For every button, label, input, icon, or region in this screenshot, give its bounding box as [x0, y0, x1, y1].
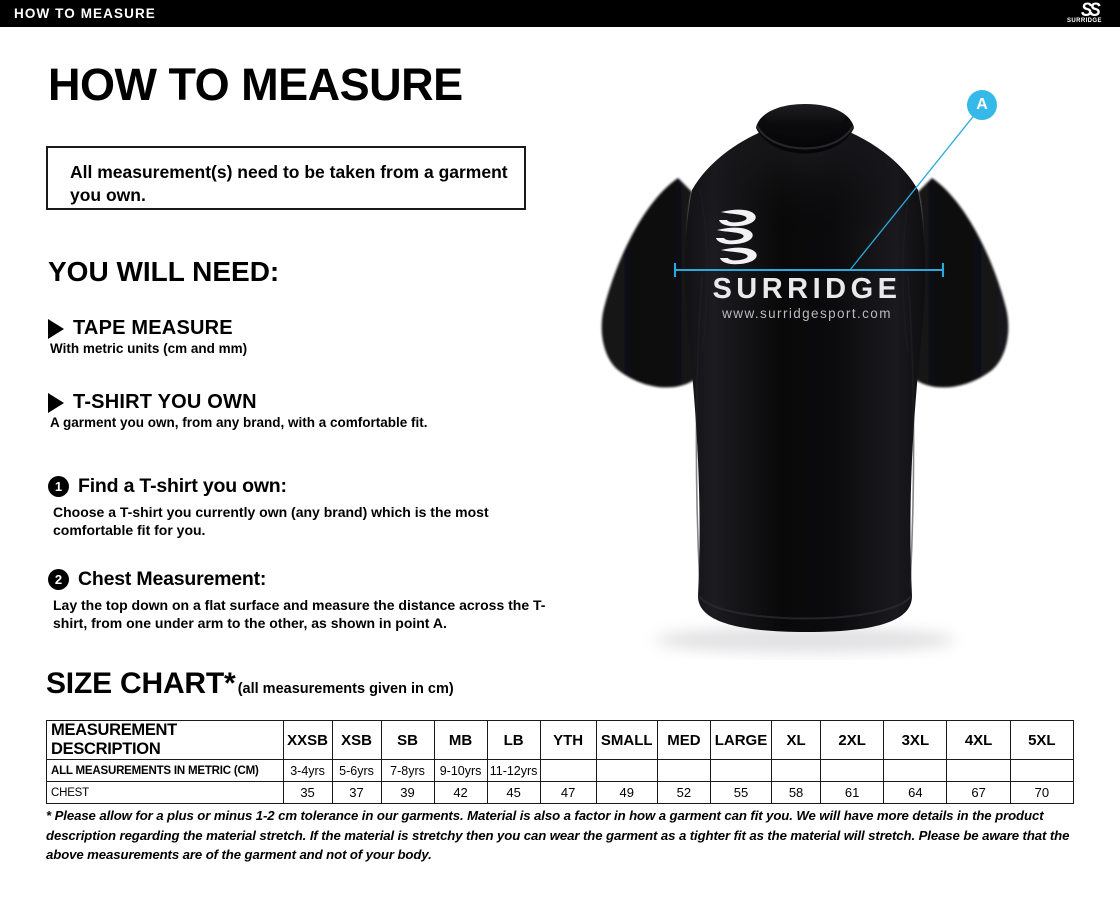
table-header-cell: 3XL [883, 720, 948, 760]
table-cell: 9-10yrs [433, 759, 488, 782]
step-number-badge: 1 [48, 476, 69, 497]
table-cell: 61 [820, 781, 885, 804]
table-cell: 58 [771, 781, 822, 804]
table-header-row: MEASUREMENT DESCRIPTION XXSB XSB SB MB L… [46, 720, 1075, 760]
table-cell [771, 759, 822, 782]
triangle-bullet-icon [48, 318, 64, 339]
surridge-logo-mark: SS [1081, 0, 1101, 21]
table-cell: 5-6yrs [331, 759, 382, 782]
need-item-sub: With metric units (cm and mm) [50, 341, 248, 356]
size-chart-note: (all measurements given in cm) [237, 681, 454, 697]
table-header-cell: YTH [539, 720, 597, 760]
table-header-cell: SMALL [595, 720, 658, 760]
footer-disclaimer: * Please allow for a plus or minus 1-2 c… [46, 808, 1070, 863]
table-cell: 47 [539, 781, 597, 804]
table-header-cell: XXSB [282, 720, 333, 760]
table-cell: 37 [331, 781, 382, 804]
surridge-logo-wordmark: SURRIDGE [1067, 18, 1102, 24]
table-cell: 49 [595, 781, 658, 804]
table-cell: 39 [380, 781, 435, 804]
table-cell: 7-8yrs [380, 759, 435, 782]
need-item-label: T-SHIRT YOU OWN [73, 391, 257, 413]
row-label: ALL MEASUREMENTS IN METRIC (CM) [46, 759, 284, 782]
step-body: Lay the top down on a flat surface and m… [53, 597, 546, 632]
step-body: Choose a T-shirt you currently own (any … [53, 504, 489, 539]
shirt-brand-print: SURRIDGE [712, 273, 901, 305]
surridge-logo: SS SURRIDGE [1064, 0, 1114, 26]
you-will-need-heading: YOU WILL NEED: [48, 256, 280, 287]
top-bar-title: HOW TO MEASURE [14, 6, 156, 21]
shirt-url-print: www.surridgesport.com [721, 306, 892, 321]
table-header-cell: MEASUREMENT DESCRIPTION [46, 720, 284, 760]
size-chart-table: MEASUREMENT DESCRIPTION XXSB XSB SB MB L… [46, 720, 1075, 804]
tshirt-illustration: SURRIDGE www.surridgesport.com [560, 40, 1060, 660]
table-cell: 3-4yrs [282, 759, 333, 782]
marker-a-badge: A [967, 90, 997, 120]
shirt-chest-logo [716, 209, 757, 265]
chest-measure-line [673, 263, 945, 277]
table-cell [946, 759, 1011, 782]
table-cell: 70 [1009, 781, 1075, 804]
table-cell: 42 [433, 781, 488, 804]
table-cell [820, 759, 885, 782]
need-item-tape-measure: TAPE MEASURE With metric units (cm and m… [48, 317, 247, 356]
need-item-label: TAPE MEASURE [73, 317, 233, 339]
table-cell: 55 [709, 781, 773, 804]
table-header-cell: 4XL [946, 720, 1011, 760]
table-header-cell: 5XL [1009, 720, 1075, 760]
row-label: CHEST [46, 781, 284, 804]
step-title: Chest Measurement: [78, 568, 267, 590]
size-chart-title: SIZE CHART [46, 667, 225, 700]
table-header-cell: LB [486, 720, 541, 760]
table-header-cell: SB [380, 720, 435, 760]
table-cell: 52 [656, 781, 711, 804]
table-header-cell: 2XL [820, 720, 885, 760]
left-content-column: HOW TO MEASURE All measurement(s) need t… [46, 59, 566, 631]
table-cell: 11-12yrs [486, 759, 541, 782]
table-cell [539, 759, 597, 782]
size-chart-heading: SIZE CHART * (all measurements given in … [46, 667, 454, 701]
triangle-bullet-icon [48, 392, 64, 413]
step-title: Find a T-shirt you own: [78, 475, 287, 497]
table-header-cell: XSB [331, 720, 382, 760]
page-title: HOW TO MEASURE [48, 59, 463, 110]
table-cell [595, 759, 658, 782]
step-number-badge: 2 [48, 569, 69, 590]
need-item-sub: A garment you own, from any brand, with … [50, 415, 428, 430]
table-cell [1009, 759, 1075, 782]
table-cell: 67 [946, 781, 1011, 804]
table-cell [883, 759, 948, 782]
table-cell: 45 [486, 781, 541, 804]
table-cell [656, 759, 711, 782]
notice-text: All measurement(s) need to be taken from… [70, 162, 508, 206]
step-1: 1 Find a T-shirt you own: Choose a T-shi… [48, 475, 566, 540]
table-row: CHEST 35 37 39 42 45 47 49 52 55 58 61 6… [46, 781, 1075, 804]
table-row: ALL MEASUREMENTS IN METRIC (CM) 3-4yrs 5… [46, 759, 1075, 782]
table-header-cell: XL [771, 720, 822, 760]
need-item-tshirt: T-SHIRT YOU OWN A garment you own, from … [48, 391, 428, 430]
notice-box: All measurement(s) need to be taken from… [46, 146, 526, 210]
size-chart-asterisk: * [224, 667, 236, 700]
table-cell: 35 [282, 781, 333, 804]
top-bar: HOW TO MEASURE SS SURRIDGE [0, 0, 1120, 27]
table-header-cell: MED [656, 720, 711, 760]
table-header-cell: MB [433, 720, 488, 760]
marker-leader-line [849, 107, 981, 271]
table-cell [709, 759, 773, 782]
table-cell: 64 [883, 781, 948, 804]
step-2: 2 Chest Measurement: Lay the top down on… [48, 568, 566, 633]
table-header-cell: LARGE [709, 720, 773, 760]
